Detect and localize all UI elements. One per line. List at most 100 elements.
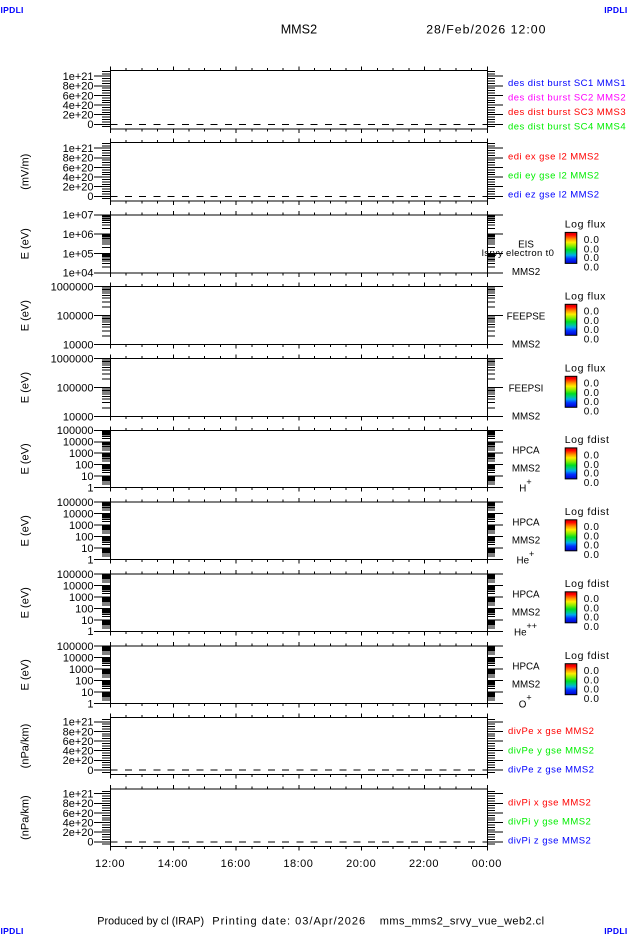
- svg-text:12:00: 12:00: [95, 858, 125, 870]
- svg-text:HPCA: HPCA: [512, 589, 540, 600]
- svg-text:IPDLI: IPDLI: [1, 926, 24, 934]
- svg-text:2e+20: 2e+20: [63, 827, 94, 839]
- svg-text:(mV/m): (mV/m): [20, 154, 32, 190]
- svg-text:0.0: 0.0: [584, 307, 600, 318]
- svg-text:MMS2: MMS2: [512, 267, 540, 278]
- svg-text:MMS2: MMS2: [512, 464, 540, 475]
- svg-text:4e+20: 4e+20: [63, 746, 94, 758]
- svg-text:edi ey gse l2 MMS2: edi ey gse l2 MMS2: [508, 170, 600, 181]
- svg-text:HPCA: HPCA: [512, 661, 540, 672]
- svg-text:Log fdist: Log fdist: [565, 578, 610, 590]
- svg-text:0.0: 0.0: [584, 450, 600, 461]
- svg-text:00:00: 00:00: [472, 858, 502, 870]
- svg-text:10000: 10000: [63, 509, 94, 521]
- svg-text:Log fdist: Log fdist: [565, 650, 610, 662]
- svg-text:8e+20: 8e+20: [63, 798, 94, 810]
- svg-text:0.0: 0.0: [584, 235, 600, 246]
- svg-text:28/Feb/2026 12:00: 28/Feb/2026 12:00: [426, 23, 546, 37]
- svg-text:10: 10: [81, 687, 93, 699]
- svg-text:10000: 10000: [63, 411, 94, 423]
- svg-text:10000: 10000: [63, 653, 94, 665]
- svg-text:MMS2: MMS2: [512, 679, 540, 690]
- svg-text:0.0: 0.0: [584, 379, 600, 390]
- svg-text:MMS2: MMS2: [512, 411, 540, 422]
- svg-text:8e+20: 8e+20: [63, 153, 94, 165]
- svg-text:0.0: 0.0: [584, 263, 600, 274]
- svg-text:HPCA: HPCA: [512, 446, 540, 457]
- svg-text:0.0: 0.0: [584, 604, 600, 615]
- svg-text:16:00: 16:00: [221, 858, 251, 870]
- svg-text:1e+06: 1e+06: [63, 229, 94, 241]
- svg-text:lsrvy electron t0: lsrvy electron t0: [482, 248, 554, 259]
- svg-text:2e+20: 2e+20: [63, 110, 94, 122]
- svg-text:des dist burst SC3 MMS3: des dist burst SC3 MMS3: [508, 107, 626, 118]
- svg-text:1000: 1000: [69, 664, 93, 676]
- svg-text:100000: 100000: [57, 641, 94, 653]
- svg-text:0.0: 0.0: [584, 622, 600, 633]
- svg-text:1e+21: 1e+21: [63, 71, 94, 83]
- svg-text:0.0: 0.0: [584, 469, 600, 480]
- svg-text:10: 10: [81, 615, 93, 627]
- svg-text:des dist burst SC4 MMS4: des dist burst SC4 MMS4: [508, 121, 626, 132]
- svg-text:100: 100: [75, 603, 93, 615]
- svg-text:FEEPSI: FEEPSI: [509, 383, 544, 394]
- svg-text:edi ez gse l2 MMS2: edi ez gse l2 MMS2: [508, 189, 600, 200]
- svg-text:10000: 10000: [63, 340, 94, 352]
- svg-text:100000: 100000: [57, 497, 94, 509]
- svg-text:0: 0: [87, 119, 93, 131]
- svg-text:des dist burst SC2 MMS2: des dist burst SC2 MMS2: [508, 92, 626, 103]
- svg-text:10000: 10000: [63, 437, 94, 449]
- svg-text:100: 100: [75, 460, 93, 472]
- svg-text:4e+20: 4e+20: [63, 817, 94, 829]
- svg-text:0.0: 0.0: [584, 685, 600, 696]
- svg-text:divPe z gse MMS2: divPe z gse MMS2: [508, 764, 594, 775]
- svg-text:0.0: 0.0: [584, 478, 600, 489]
- svg-text:E (eV): E (eV): [20, 587, 32, 618]
- svg-text:des dist burst SC1 MMS1: des dist burst SC1 MMS1: [508, 78, 626, 89]
- svg-text:HPCA: HPCA: [512, 517, 540, 528]
- svg-text:Log flux: Log flux: [565, 362, 606, 374]
- svg-text:FEEPSE: FEEPSE: [507, 311, 546, 322]
- svg-text:6e+20: 6e+20: [63, 808, 94, 820]
- svg-text:(nPa/km): (nPa/km): [20, 724, 32, 769]
- svg-text:14:00: 14:00: [158, 858, 188, 870]
- svg-text:20:00: 20:00: [346, 858, 376, 870]
- svg-text:0: 0: [87, 191, 93, 203]
- svg-text:E (eV): E (eV): [20, 372, 32, 403]
- svg-text:edi ex gse l2 MMS2: edi ex gse l2 MMS2: [508, 151, 600, 162]
- svg-text:1: 1: [87, 626, 93, 638]
- svg-text:Log flux: Log flux: [565, 219, 606, 231]
- svg-text:100000: 100000: [57, 311, 94, 323]
- svg-text:0.0: 0.0: [584, 541, 600, 552]
- svg-text:E (eV): E (eV): [20, 659, 32, 690]
- svg-text:0.0: 0.0: [584, 613, 600, 624]
- svg-text:Log fdist: Log fdist: [565, 506, 610, 518]
- svg-text:22:00: 22:00: [409, 858, 439, 870]
- svg-text:E (eV): E (eV): [20, 515, 32, 546]
- svg-text:1e+04: 1e+04: [63, 268, 94, 280]
- svg-text:1e+21: 1e+21: [63, 789, 94, 801]
- svg-text:0.0: 0.0: [584, 397, 600, 408]
- svg-text:4e+20: 4e+20: [63, 100, 94, 112]
- svg-text:0.0: 0.0: [584, 676, 600, 687]
- svg-text:2e+20: 2e+20: [63, 755, 94, 767]
- svg-text:Log flux: Log flux: [565, 290, 606, 302]
- svg-text:2e+20: 2e+20: [63, 182, 94, 194]
- svg-text:1: 1: [87, 554, 93, 566]
- svg-text:0.0: 0.0: [584, 522, 600, 533]
- svg-text:E (eV): E (eV): [20, 443, 32, 474]
- svg-text:MMS2: MMS2: [512, 607, 540, 618]
- svg-text:0.0: 0.0: [584, 694, 600, 705]
- svg-text:10000: 10000: [63, 581, 94, 593]
- svg-text:4e+20: 4e+20: [63, 172, 94, 184]
- svg-text:0.0: 0.0: [584, 407, 600, 418]
- svg-text:0.0: 0.0: [584, 594, 600, 605]
- svg-text:1000000: 1000000: [51, 354, 94, 366]
- svg-text:1e+07: 1e+07: [63, 210, 94, 222]
- svg-text:6e+20: 6e+20: [63, 90, 94, 102]
- svg-text:10: 10: [81, 471, 93, 483]
- svg-text:MMS2: MMS2: [512, 535, 540, 546]
- svg-text:Log fdist: Log fdist: [565, 434, 610, 446]
- svg-text:100000: 100000: [57, 383, 94, 395]
- svg-text:100000: 100000: [57, 425, 94, 437]
